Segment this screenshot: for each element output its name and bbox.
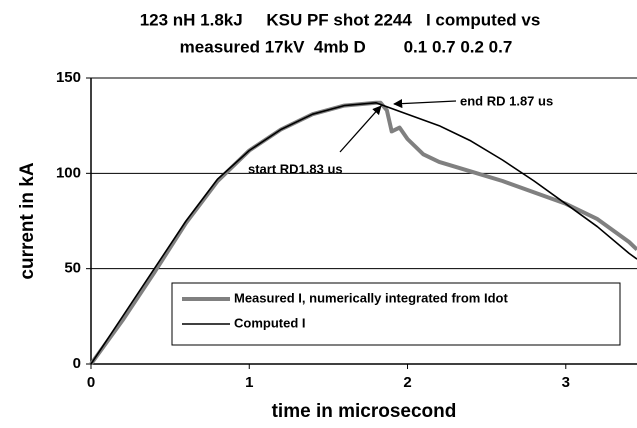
x-tick-label: 0 — [87, 374, 95, 391]
y-tick-label: 150 — [56, 69, 81, 86]
chart-title: measured 17kV 4mb D 0.1 0.7 0.2 0.7 — [180, 37, 513, 56]
y-tick-label: 50 — [64, 260, 81, 277]
x-axis-label: time in microsecond — [272, 401, 457, 422]
legend-label: Measured I, numerically integrated from … — [234, 290, 508, 305]
annotation-arrow — [393, 99, 457, 109]
y-axis-label: current in kA — [17, 162, 38, 279]
legend-label: Computed I — [234, 315, 306, 330]
annotation: end RD 1.87 us — [460, 93, 553, 108]
y-tick-label: 100 — [56, 164, 81, 181]
chart-title: 123 nH 1.8kJ KSU PF shot 2244 I computed… — [140, 10, 541, 29]
annotation-arrow — [339, 105, 382, 153]
x-tick-label: 2 — [403, 374, 411, 391]
x-tick-label: 3 — [562, 374, 570, 391]
series-line — [90, 102, 637, 365]
legend-box — [171, 282, 621, 346]
y-tick-label: 0 — [73, 355, 81, 372]
series-line — [89, 100, 637, 366]
annotation: start RD1.83 us — [248, 161, 343, 176]
plot-area: 0 50 100 150 0 1 2 3 — [56, 69, 637, 391]
x-tick-label: 1 — [245, 374, 253, 391]
